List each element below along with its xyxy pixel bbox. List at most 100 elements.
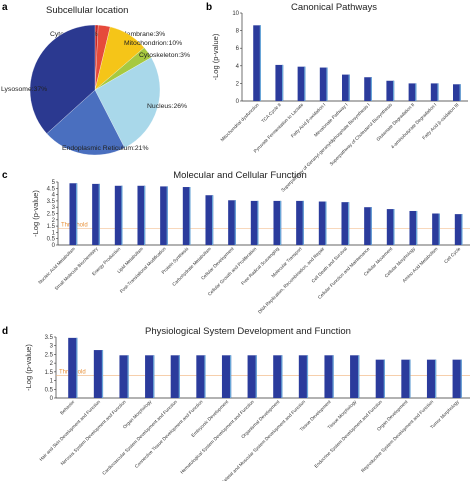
bar (275, 64, 284, 101)
panel-b-letter: b (206, 2, 212, 13)
pie-slice-label: Membrane:3% (121, 31, 165, 38)
bar (386, 80, 395, 101)
bar (92, 183, 100, 245)
x-category-label: Nucleic Acid Metabolism (37, 246, 76, 285)
bar-edge-highlight (76, 337, 78, 398)
x-category-label: Free Radical Scavenging (240, 246, 280, 286)
bar-edge-highlight (415, 210, 418, 245)
bar-edge-highlight (409, 359, 411, 398)
bar (196, 355, 206, 398)
bar (145, 355, 155, 398)
bar-edge-highlight (121, 185, 123, 245)
bar-edge-highlight (438, 213, 440, 245)
y-tick-label: 3.5 (47, 199, 56, 205)
bar (452, 359, 462, 398)
y-tick-label: 4 (52, 193, 56, 199)
y-tick-label: 8 (236, 29, 240, 35)
bar (247, 355, 257, 398)
y-tick-label: 1 (52, 230, 56, 236)
bar (170, 355, 180, 398)
y-tick-label: 2 (50, 361, 54, 367)
bar (297, 66, 306, 101)
bar (160, 186, 168, 245)
bar (426, 359, 437, 398)
bar-edge-highlight (257, 200, 259, 245)
y-axis-label: -Log (p-value) (24, 344, 33, 391)
bar (250, 200, 259, 245)
y-tick-label: 6 (236, 46, 240, 52)
bar-edge-highlight (281, 355, 283, 398)
bar (205, 195, 214, 245)
bar (253, 25, 261, 101)
x-category-label: Cell Cycle (443, 246, 461, 264)
panel-d-title: Physiological System Development and Fun… (145, 326, 351, 337)
bar (221, 355, 232, 398)
bar (324, 355, 334, 398)
bar-chart-physiological-system: 00.511.522.533.5-Log (p-value)ThresholdB… (24, 335, 470, 481)
bar-edge-highlight (101, 350, 104, 398)
y-tick-label: 1.5 (47, 224, 56, 230)
y-tick-label: 1.5 (45, 370, 54, 376)
x-category-label: Post-Translational Modification (119, 246, 167, 294)
y-tick-label: 3 (52, 205, 56, 211)
bar-edge-highlight (259, 25, 261, 101)
bar-edge-highlight (461, 214, 463, 245)
bar-edge-highlight (127, 355, 129, 398)
y-tick-label: 0 (50, 396, 54, 402)
bar-edge-highlight (393, 209, 395, 245)
bar (298, 355, 309, 398)
y-tick-label: 5 (52, 180, 56, 186)
bar-edge-highlight (189, 187, 191, 245)
x-category-label: Glutamate Degradation II (375, 102, 415, 142)
bar-edge-highlight (370, 207, 372, 245)
bar (119, 355, 129, 398)
bar (319, 67, 328, 101)
bar-edge-highlight (98, 183, 100, 245)
y-tick-label: 4 (236, 64, 240, 70)
bar (182, 187, 191, 245)
y-axis-label: -Log (p-value) (31, 190, 40, 237)
x-category-label: Small Molecule Biochemistry (54, 246, 100, 292)
y-tick-label: 0.5 (45, 387, 54, 393)
bar (68, 337, 78, 398)
x-category-label: TCA Cycle II (260, 102, 282, 124)
bar-edge-highlight (437, 83, 439, 101)
bar (342, 74, 350, 101)
bar-edge-highlight (211, 195, 214, 245)
bar (364, 207, 372, 245)
bar (401, 359, 411, 398)
bar-chart-molecular-cellular-function: 00.511.522.533.544.55-Log (p-value)Thres… (31, 180, 470, 315)
bar (408, 83, 417, 101)
y-tick-label: 1 (50, 379, 54, 385)
bar-edge-highlight (229, 355, 232, 398)
pie-slice-label: Cytoskeleton:3% (139, 52, 190, 59)
bar-edge-highlight (332, 355, 334, 398)
pie-slice (29, 24, 96, 134)
bar (453, 84, 461, 101)
bar-edge-highlight (234, 200, 236, 245)
x-category-label: Skeletal and Muscular System Development… (219, 399, 306, 481)
bar (69, 183, 78, 245)
bar (430, 83, 439, 101)
x-category-label: Behavior (59, 399, 76, 416)
bar-edge-highlight (75, 183, 78, 245)
bar-edge-highlight (143, 185, 146, 245)
bar-edge-highlight (325, 201, 327, 245)
y-tick-label: 0 (236, 99, 240, 105)
bar (386, 209, 395, 245)
bar-edge-highlight (383, 359, 385, 398)
y-axis-label: -Log (p-value) (211, 33, 220, 80)
bar-edge-highlight (434, 359, 437, 398)
bar-edge-highlight (279, 200, 282, 245)
bar-edge-highlight (166, 186, 168, 245)
bar (432, 213, 440, 245)
y-tick-label: 2.5 (47, 212, 56, 218)
y-tick-label: 0 (52, 243, 56, 249)
bar-edge-highlight (459, 84, 461, 101)
bar (364, 77, 372, 101)
bar-edge-highlight (281, 64, 284, 101)
bar-edge-highlight (392, 80, 395, 101)
panel-c-title: Molecular and Cellular Function (173, 170, 307, 181)
pie-slice-label: Nucleus:26% (147, 103, 187, 110)
bar (341, 202, 350, 245)
